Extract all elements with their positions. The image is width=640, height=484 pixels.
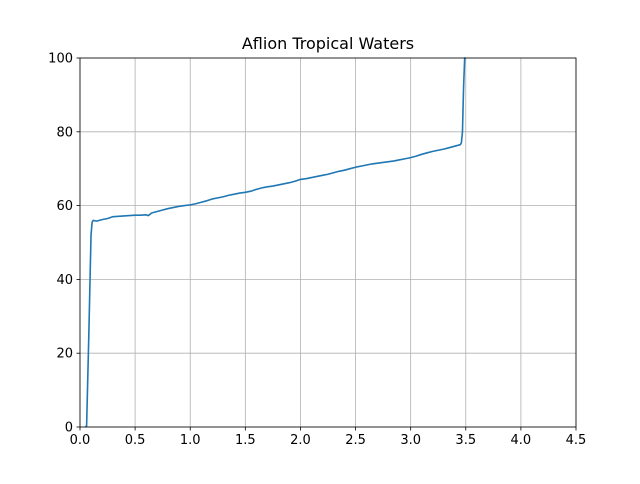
x-tick-label: 2.5 xyxy=(345,433,366,448)
y-tick-label: 60 xyxy=(56,199,73,214)
x-tick-label: 3.5 xyxy=(455,433,476,448)
x-tick-label: 0.0 xyxy=(70,433,91,448)
x-tick-label: 2.0 xyxy=(290,433,311,448)
plot-frame xyxy=(79,57,577,428)
y-tick-label: 100 xyxy=(48,52,73,67)
y-tick-label: 20 xyxy=(56,347,73,362)
x-tick-label: 3.0 xyxy=(400,433,421,448)
y-tick-label: 0 xyxy=(65,421,73,436)
x-tick-label: 1.0 xyxy=(180,433,201,448)
ticks: 0.0 0.5 1.0 1.5 2.0 2.5 3.0 3.5 4.0 4.5 0 20 40 60 80 1… xyxy=(48,52,586,449)
chart-title: Aflion Tropical Waters xyxy=(242,34,414,53)
x-tick-label: 1.5 xyxy=(235,433,256,448)
x-tick-label: 4.0 xyxy=(511,433,532,448)
y-tick-label: 40 xyxy=(56,273,73,288)
x-tick-label: 4.5 xyxy=(566,433,587,448)
series-line xyxy=(84,57,466,428)
x-tick-label: 0.5 xyxy=(125,433,146,448)
series-layer xyxy=(84,57,466,428)
y-tick-label: 80 xyxy=(56,125,73,140)
